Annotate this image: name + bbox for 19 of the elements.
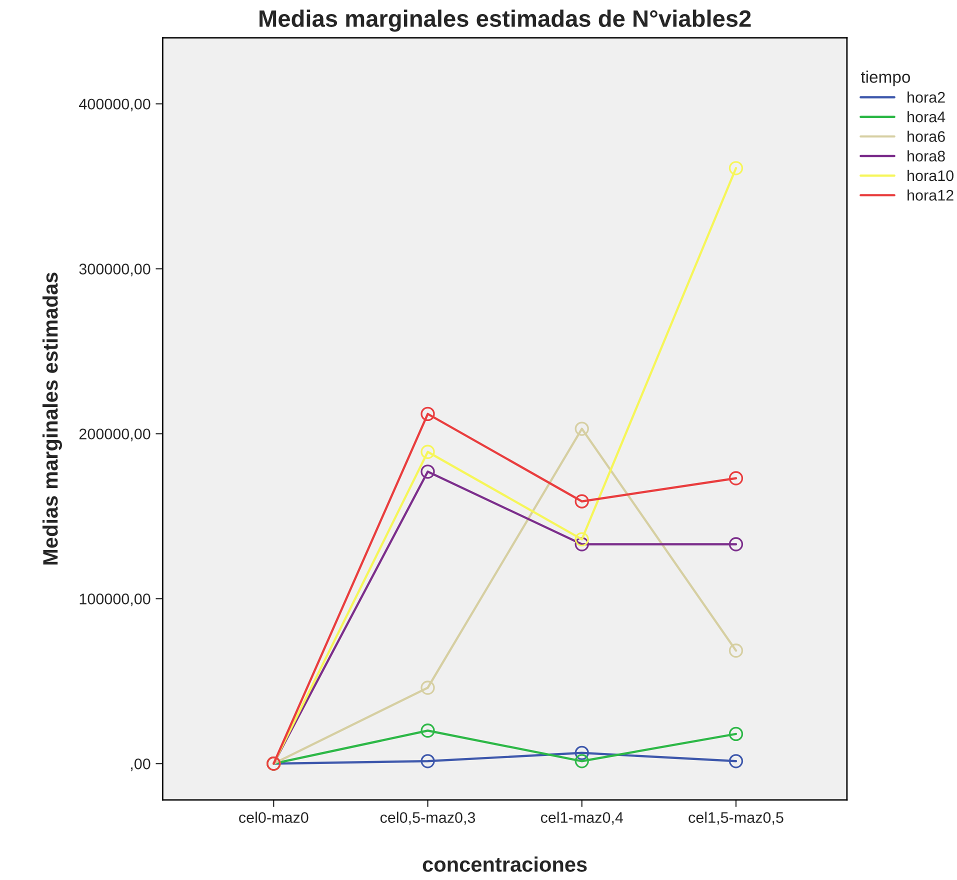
legend-label: hora4: [908, 111, 946, 122]
legend-label: hora2: [908, 92, 945, 103]
y-axis-title: Medias marginales estimadas: [42, 272, 62, 565]
x-tick-label: cel1-maz0,4: [540, 812, 624, 825]
legend-label: hora6: [908, 130, 945, 142]
legend-label: hora10: [908, 170, 954, 182]
y-tick-label: 300000,00: [79, 264, 150, 276]
x-tick-label: cel1,5-maz0,5: [688, 812, 784, 825]
x-axis-title: concentraciones: [422, 856, 587, 872]
chart-title: Medias marginales estimadas de N°viables2: [260, 10, 751, 32]
legend-label: hora8: [908, 150, 945, 162]
x-tick-label: cel0,5-maz0,3: [380, 812, 476, 825]
y-tick-label: ,00: [131, 758, 150, 772]
y-tick-label: 200000,00: [79, 428, 150, 442]
legend-label: hora12: [908, 189, 954, 201]
legend-title: tiempo: [860, 70, 910, 86]
y-tick-label: 100000,00: [80, 594, 150, 606]
x-tick-label: cel0-maz0: [239, 812, 308, 823]
y-tick-label: 400000,00: [79, 98, 150, 112]
